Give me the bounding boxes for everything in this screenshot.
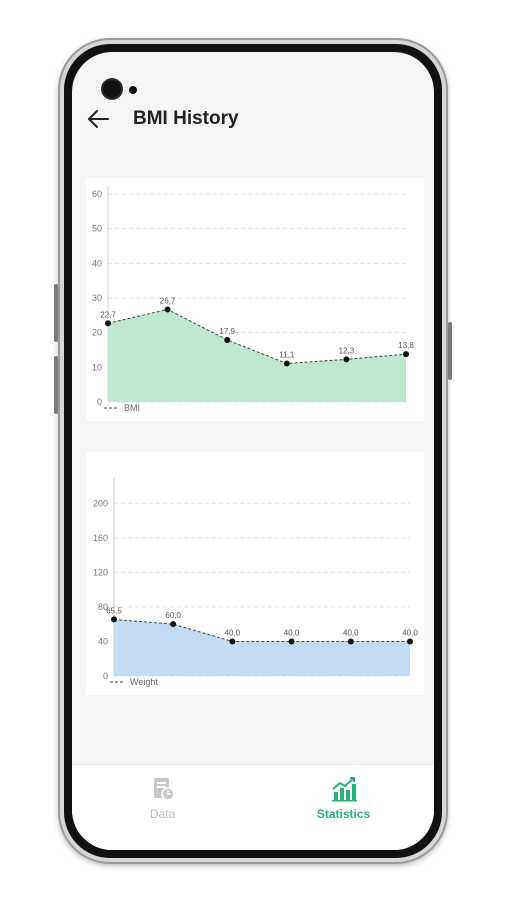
data-label: 40,0 [402,628,418,637]
data-label: 26,7 [160,296,176,305]
app-bar: BMI History [72,92,434,148]
tab-data-label: Data [149,807,176,821]
legend-label: BMI [124,403,140,413]
data-point [229,638,236,645]
power-button [448,322,452,380]
data-icon [154,778,175,801]
camera-sensor [129,86,137,94]
data-point [111,616,117,623]
y-tick-label: 0 [103,671,108,681]
data-point [164,306,171,313]
data-label: 40,0 [343,628,359,637]
series-line [113,618,410,642]
y-tick-label: 40 [98,636,108,646]
data-point [224,336,231,343]
y-tick-label: 0 [97,397,102,407]
y-tick-label: 50 [92,224,102,234]
app-screen: BMI History 0 10 20 30 40 50 60 22,7 26,7 17,9 11,… [72,52,434,850]
data-point [283,360,290,367]
data-point [105,320,111,327]
weight-chart-card: 0 40 80 120 160 200 65,5 60,0 40,0 40,0 40,0 40,0 We… [86,452,424,695]
bmi-chart: 0 10 20 30 40 50 60 22,7 26,7 17,9 11,1 12,3 13,8 BMI [92,186,414,413]
y-tick-label: 30 [92,293,102,303]
tab-statistics-label: Statistics [316,807,371,821]
phone-frame: BMI History 0 10 20 30 40 50 60 22,7 26,7 17,9 11,… [54,38,452,864]
volume-up-button [54,284,58,342]
front-camera [103,80,121,98]
legend-label: Weight [130,677,158,687]
data-label: 65,5 [106,606,122,615]
data-label: 11,1 [279,351,295,360]
data-label: 13,8 [398,341,414,350]
y-tick-label: 40 [92,258,102,268]
back-arrow-icon[interactable] [82,102,116,136]
y-tick-label: 10 [92,362,102,372]
data-label: 12,3 [339,346,355,355]
y-tick-label: 80 [98,602,108,612]
data-point [407,638,413,645]
y-tick-label: 20 [92,328,102,338]
data-label: 40,0 [284,628,300,637]
y-tick-label: 160 [93,533,108,543]
tab-statistics[interactable]: Statistics [253,765,434,850]
bottom-navigation: Data Statistics [72,764,434,850]
data-point [347,638,354,645]
data-label: 22,7 [100,310,116,319]
series-area [114,619,410,676]
statistics-icon [332,777,357,802]
data-label: 60,0 [165,611,181,620]
data-point [343,356,350,363]
weight-chart: 0 40 80 120 160 200 65,5 60,0 40,0 40,0 40,0 40,0 We… [93,478,418,687]
data-label: 40,0 [225,628,241,637]
data-point [403,351,409,358]
data-point [288,638,295,645]
tab-data[interactable]: Data [72,765,253,850]
data-point [170,621,177,628]
y-tick-label: 200 [93,498,108,508]
y-tick-label: 120 [93,567,108,577]
page-title: BMI History [133,108,239,129]
y-tick-label: 60 [92,189,102,199]
series-area [108,309,406,402]
series-line [107,308,407,365]
bmi-chart-card: 0 10 20 30 40 50 60 22,7 26,7 17,9 11,1 12,3 13,8 BMI [86,178,424,421]
data-label: 17,9 [219,327,235,336]
volume-down-button [54,356,58,414]
